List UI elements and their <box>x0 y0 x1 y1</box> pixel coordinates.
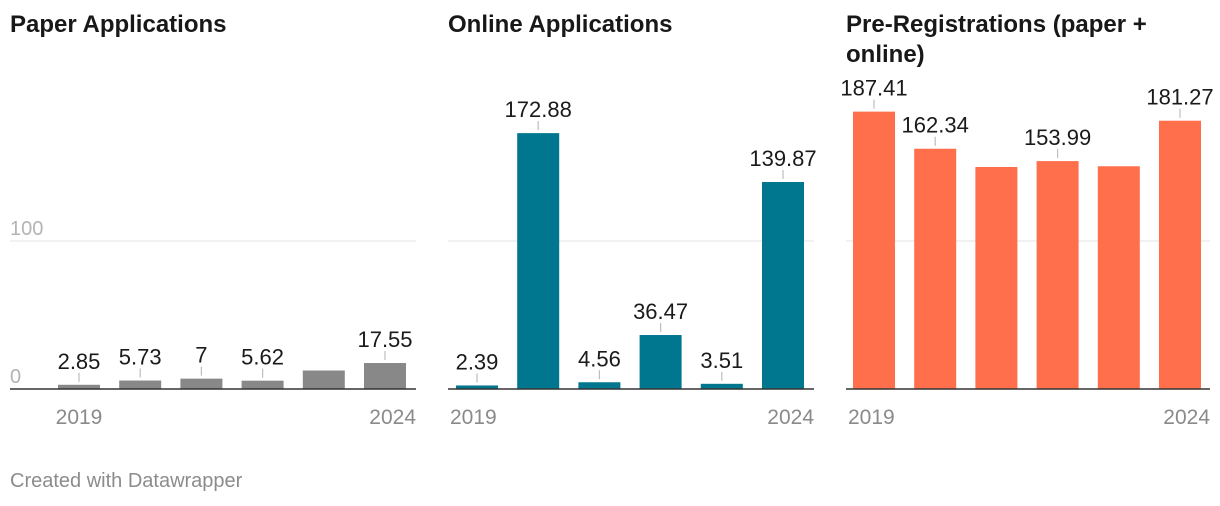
value-label: 3.51 <box>700 348 743 373</box>
y-tick-label: 100 <box>10 218 43 240</box>
value-label: 172.88 <box>505 97 572 122</box>
value-label: 17.55 <box>357 327 412 352</box>
bar-2022 <box>1036 161 1079 389</box>
panel-title-preregistrations: Pre-Registrations (paper + online) <box>846 11 1147 68</box>
x-tick-label: 2024 <box>369 406 416 429</box>
value-label: 181.27 <box>1146 85 1213 110</box>
value-label: 2.85 <box>58 349 101 374</box>
bar-2020 <box>914 148 957 389</box>
x-tick-label: 2024 <box>767 406 814 429</box>
bar-2019 <box>853 111 895 389</box>
value-label: 2.39 <box>456 349 499 374</box>
x-tick-label: 2019 <box>56 406 103 429</box>
bar-2019 <box>456 385 498 389</box>
bar-2020 <box>517 133 560 389</box>
footer-credit: Created with Datawrapper <box>10 470 243 492</box>
panel-title-online: Online Applications <box>448 11 673 38</box>
panel-title-paper: Paper Applications <box>10 11 227 38</box>
value-label: 36.47 <box>633 299 688 324</box>
bar-2023 <box>1097 166 1140 389</box>
value-label: 5.73 <box>119 345 162 370</box>
bar-2021 <box>180 378 223 389</box>
value-label: 162.34 <box>902 113 969 138</box>
bar-2024 <box>364 363 406 389</box>
x-tick-label: 2024 <box>1163 406 1210 429</box>
bar-2019 <box>58 384 100 389</box>
bar-2023 <box>302 370 345 389</box>
value-label: 139.87 <box>749 146 816 171</box>
value-label: 7 <box>195 343 207 368</box>
bar-2024 <box>1159 120 1201 389</box>
bar-2021 <box>578 382 621 389</box>
value-label: 5.62 <box>241 345 284 370</box>
bar-2023 <box>700 383 743 389</box>
bar-2024 <box>762 181 804 389</box>
value-label: 153.99 <box>1024 125 1091 150</box>
bar-2020 <box>119 380 162 389</box>
bar-2022 <box>241 380 284 389</box>
bar-2022 <box>639 335 682 389</box>
y-tick-label: 0 <box>10 366 21 388</box>
value-label: 187.41 <box>840 76 907 101</box>
x-tick-label: 2019 <box>848 406 895 429</box>
value-label: 4.56 <box>578 346 621 371</box>
x-tick-label: 2019 <box>450 406 497 429</box>
bar-2021 <box>975 167 1018 389</box>
